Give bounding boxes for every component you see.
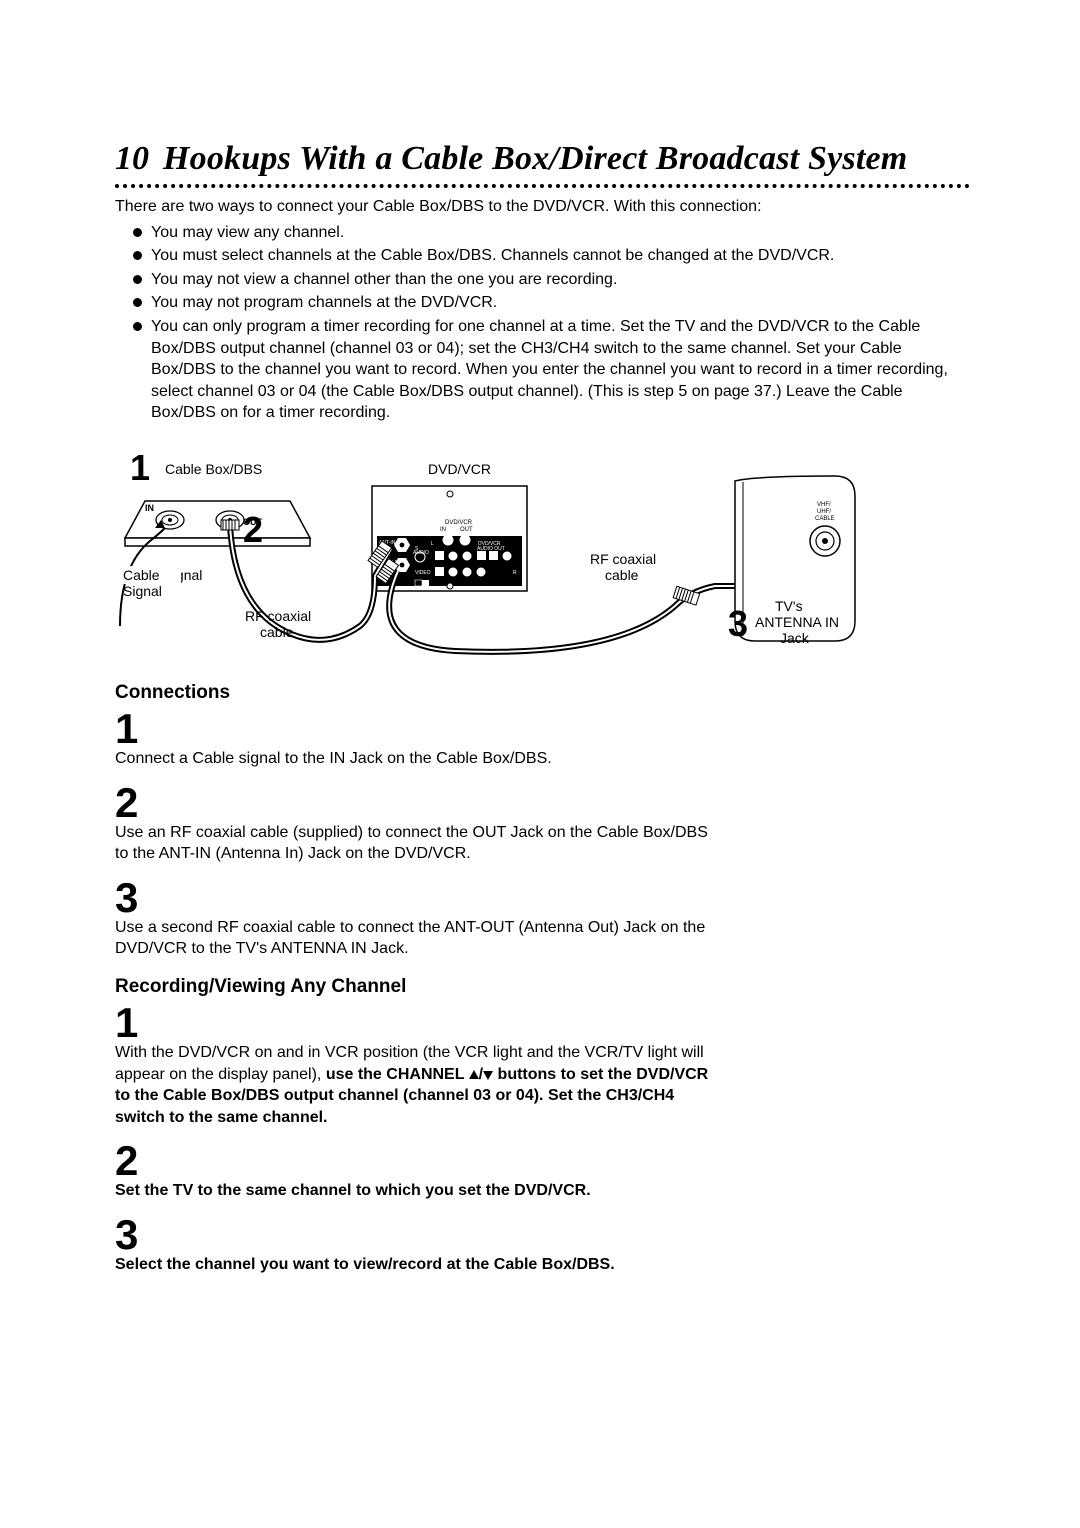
step-number: 2 <box>115 782 715 824</box>
step-number: 3 <box>115 1214 715 1256</box>
step1-bold-a: use the CHANNEL <box>326 1066 469 1083</box>
dotted-rule <box>115 184 970 188</box>
recording-heading: Recording/Viewing Any Channel <box>115 976 970 998</box>
tv-line1: TV's <box>775 598 803 614</box>
cable-signal-line1: Cable <box>123 567 160 583</box>
step-number: 2 <box>115 1140 715 1182</box>
diagram-step-2: 2 <box>243 509 263 550</box>
step-text: Set the TV to the same channel to which … <box>115 1180 715 1202</box>
list-text: You can only program a timer recording f… <box>151 316 970 424</box>
diagram-svg: 1 Cable Box/DBS IN OUT Cable Signal Cabl… <box>115 446 970 666</box>
cable-signal-line2: Signal <box>123 583 162 599</box>
list-text: You may not program channels at the DVD/… <box>151 292 970 314</box>
label-audio: AUDIO <box>413 550 429 556</box>
recording-step: 3 Select the channel you want to view/re… <box>115 1214 715 1276</box>
step-text: Select the channel you want to view/reco… <box>115 1254 715 1276</box>
label-ch4: CH4 <box>427 586 437 592</box>
label-video: VIDEO <box>415 570 431 576</box>
label-audioout2: AUDIO OUT <box>477 546 505 552</box>
list-item: You can only program a timer recording f… <box>133 316 970 424</box>
tv-line3: Jack <box>780 630 810 646</box>
title-row: 10 Hookups With a Cable Box/Direct Broad… <box>115 140 970 178</box>
page-title: Hookups With a Cable Box/Direct Broadcas… <box>163 140 907 178</box>
dvdvcr-top-l: DVD/VCR <box>445 520 473 526</box>
step-text: Use a second RF coaxial cable to connect… <box>115 917 715 960</box>
step3-bold: Select the channel you want to view/reco… <box>115 1256 615 1273</box>
tv-jack-l2: UHF/ <box>817 509 831 515</box>
recording-step: 2 Set the TV to the same channel to whic… <box>115 1140 715 1202</box>
connections-step: 3 Use a second RF coaxial cable to conne… <box>115 877 715 960</box>
step-number: 3 <box>115 877 715 919</box>
dvdvcr-top-in: IN <box>440 527 446 533</box>
step-text: Use an RF coaxial cable (supplied) to co… <box>115 822 715 865</box>
intro-text: There are two ways to connect your Cable… <box>115 196 970 218</box>
page-number: 10 <box>115 140 149 178</box>
list-text: You may not view a channel other than th… <box>151 269 970 291</box>
list-item: You must select channels at the Cable Bo… <box>133 245 970 267</box>
connections-heading: Connections <box>115 682 970 704</box>
cable-box-label: Cable Box/DBS <box>165 461 262 477</box>
step-number: 1 <box>115 708 715 750</box>
tv-line2: ANTENNA IN <box>755 614 839 630</box>
rf2-l2: cable <box>605 567 639 583</box>
step-number: 1 <box>115 1002 715 1044</box>
step-text: With the DVD/VCR on and in VCR position … <box>115 1042 715 1128</box>
rf1-l2: cable <box>260 624 294 640</box>
bullet-list: You may view any channel. You must selec… <box>115 222 970 424</box>
list-item: You may view any channel. <box>133 222 970 244</box>
label-ch3: CH3 <box>413 586 423 592</box>
label-l: L <box>431 541 434 547</box>
list-text: You must select channels at the Cable Bo… <box>151 245 970 267</box>
dvdvcr-top-out: OUT <box>460 527 473 533</box>
tv-jack-l1: VHF/ <box>817 502 831 508</box>
list-text: You may view any channel. <box>151 222 970 244</box>
step-text: Connect a Cable signal to the IN Jack on… <box>115 748 715 770</box>
up-down-icons: / <box>469 1066 493 1083</box>
rf2-l1: RF coaxial <box>590 551 656 567</box>
list-item: You may not view a channel other than th… <box>133 269 970 291</box>
connections-step: 1 Connect a Cable signal to the IN Jack … <box>115 708 715 770</box>
rf1-l1: RF coaxial <box>245 608 311 624</box>
recording-step: 1 With the DVD/VCR on and in VCR positio… <box>115 1002 715 1128</box>
hookup-diagram: 1 Cable Box/DBS IN OUT Cable Signal Cabl… <box>115 446 970 666</box>
diagram-step-3: 3 <box>728 603 748 644</box>
in-label: IN <box>145 503 154 513</box>
dvdvcr-label: DVD/VCR <box>428 461 491 477</box>
connections-step: 2 Use an RF coaxial cable (supplied) to … <box>115 782 715 865</box>
list-item: You may not program channels at the DVD/… <box>133 292 970 314</box>
tv-jack-l3: CABLE <box>815 516 835 522</box>
step2-bold: Set the TV to the same channel to which … <box>115 1182 591 1199</box>
label-r: R <box>513 570 517 576</box>
diagram-step-1: 1 <box>130 447 150 488</box>
